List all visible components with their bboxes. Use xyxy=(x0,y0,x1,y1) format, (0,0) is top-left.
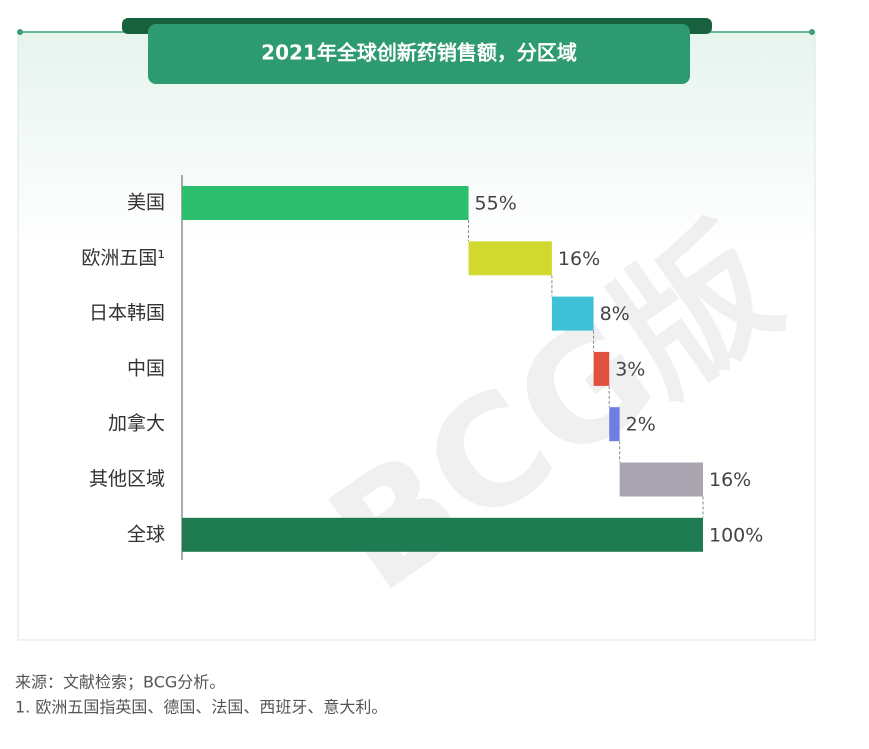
category-label: 美国 xyxy=(127,192,165,214)
chart-title: 2021年全球创新药销售额，分区域 xyxy=(261,41,577,65)
category-label: 日本韩国 xyxy=(89,302,165,324)
value-label: 55% xyxy=(475,193,517,215)
value-label: 3% xyxy=(615,358,645,380)
bar xyxy=(468,241,552,276)
rule-dot xyxy=(17,29,23,35)
category-label: 全球 xyxy=(127,523,165,545)
bar xyxy=(182,517,703,552)
category-label: 欧洲五国¹ xyxy=(81,247,165,269)
value-label: 2% xyxy=(626,414,656,436)
category-label: 其他区域 xyxy=(89,468,165,490)
source: 来源：文献检索；BCG分析。 xyxy=(15,673,225,692)
banner xyxy=(148,24,690,84)
bar xyxy=(609,407,620,442)
category-label: 加拿大 xyxy=(108,412,165,435)
value-label: 100% xyxy=(709,524,763,546)
footnote: 1. 欧洲五国指英国、德国、法国、西班牙、意大利。 xyxy=(15,698,387,717)
value-label: 16% xyxy=(558,248,600,270)
bar xyxy=(593,351,610,386)
value-label: 16% xyxy=(709,469,751,491)
bar xyxy=(619,462,703,497)
category-label: 中国 xyxy=(127,357,165,379)
value-label: 8% xyxy=(600,303,630,325)
bar xyxy=(551,296,594,331)
rule-dot xyxy=(809,29,815,35)
bar xyxy=(182,186,469,220)
